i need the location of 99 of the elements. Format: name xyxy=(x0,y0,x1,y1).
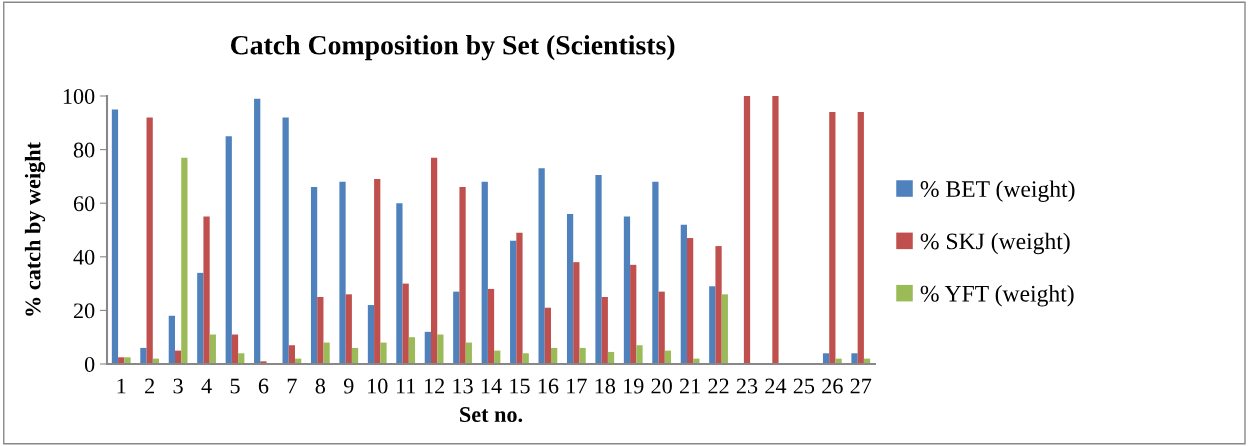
x-tick-label: 20 xyxy=(651,378,672,394)
bar xyxy=(772,96,779,364)
bar xyxy=(630,264,637,364)
y-axis-title: % catch by weight xyxy=(24,142,46,316)
bar xyxy=(481,181,488,364)
x-tick-label: 22 xyxy=(708,378,729,394)
bar xyxy=(146,117,153,364)
bar xyxy=(829,112,836,364)
bar xyxy=(124,357,131,364)
bar xyxy=(408,337,416,364)
x-tick-label: 24 xyxy=(765,378,787,394)
bar xyxy=(623,216,631,364)
x-axis-title: Set no. xyxy=(460,407,523,423)
bar xyxy=(339,181,346,364)
bar xyxy=(231,334,239,364)
bar xyxy=(380,342,387,364)
bar xyxy=(111,109,119,364)
bar xyxy=(323,342,330,364)
bar xyxy=(851,353,858,364)
bar xyxy=(402,283,409,364)
bar xyxy=(652,181,659,364)
bar xyxy=(595,175,602,364)
legend-label: % SKJ (weight) xyxy=(920,232,1070,255)
bar xyxy=(601,297,608,364)
legend-label: % YFT (weight) xyxy=(920,285,1074,307)
x-tick-label: 11 xyxy=(396,378,416,394)
y-tick-label: 20 xyxy=(73,303,95,319)
bar xyxy=(743,96,751,364)
bar xyxy=(522,353,529,364)
x-tick-label: 10 xyxy=(368,378,388,394)
y-tick-label: 80 xyxy=(73,142,95,158)
bar xyxy=(310,187,318,364)
bar xyxy=(317,297,324,364)
y-tick-label: 40 xyxy=(73,249,95,265)
bar xyxy=(566,213,574,364)
bar xyxy=(254,98,261,364)
y-tick-label: 100 xyxy=(63,88,95,104)
x-tick-label: 17 xyxy=(567,378,587,394)
bar xyxy=(282,117,289,364)
bar xyxy=(374,179,381,364)
legend-label: % BET (weight) xyxy=(920,180,1075,202)
x-tick-label: 23 xyxy=(736,378,758,394)
bar xyxy=(225,136,232,364)
bar xyxy=(459,187,466,364)
bar xyxy=(424,331,431,364)
x-tick-label: 18 xyxy=(595,378,616,394)
x-tick-label: 25 xyxy=(793,378,815,394)
x-tick-label: 13 xyxy=(453,378,473,394)
bar xyxy=(437,334,444,364)
bar xyxy=(367,305,375,364)
y-tick-label: 0 xyxy=(84,356,95,372)
x-tick-label: 14 xyxy=(481,378,502,394)
bar xyxy=(345,294,352,364)
x-tick-label: 15 xyxy=(510,378,530,394)
bar xyxy=(636,345,643,364)
chart-title: Catch Composition by Set (Scientists) xyxy=(230,35,675,61)
x-tick-label: 5 xyxy=(230,378,240,394)
x-tick-label: 19 xyxy=(624,378,644,394)
x-tick-label: 8 xyxy=(315,378,326,394)
bar xyxy=(686,238,694,364)
bar xyxy=(822,353,830,364)
x-tick-label: 12 xyxy=(424,378,444,394)
x-tick-label: 6 xyxy=(258,378,269,394)
bar xyxy=(721,294,728,364)
x-tick-label: 2 xyxy=(145,378,154,394)
x-tick-label: 7 xyxy=(287,378,297,394)
bar xyxy=(453,291,460,364)
x-tick-label: 3 xyxy=(173,378,183,394)
bar xyxy=(465,342,472,364)
bar xyxy=(430,157,438,364)
bar xyxy=(658,291,665,364)
bar xyxy=(238,353,245,364)
bar xyxy=(709,286,716,364)
bar xyxy=(516,232,523,364)
x-tick-label: 16 xyxy=(538,378,559,394)
x-tick-label: 27 xyxy=(850,378,872,394)
x-tick-label: 4 xyxy=(201,378,212,394)
y-tick-label: 60 xyxy=(73,196,95,212)
bar xyxy=(680,224,687,364)
bar xyxy=(579,347,586,364)
x-tick-label: 26 xyxy=(822,378,843,394)
bar xyxy=(715,246,722,364)
bar xyxy=(197,272,204,364)
bar xyxy=(168,315,175,364)
bar xyxy=(538,168,545,364)
bar xyxy=(288,345,296,364)
bar xyxy=(573,262,580,364)
bar xyxy=(209,334,216,364)
bar xyxy=(857,112,864,364)
bar xyxy=(544,307,552,364)
x-tick-label: 1 xyxy=(117,378,126,394)
x-tick-label: 9 xyxy=(343,378,354,394)
bar xyxy=(510,240,517,364)
x-tick-label: 21 xyxy=(679,378,700,394)
bar xyxy=(181,157,188,364)
bar xyxy=(396,203,403,364)
bar xyxy=(140,347,147,364)
bar xyxy=(487,288,495,364)
bar xyxy=(203,216,210,364)
